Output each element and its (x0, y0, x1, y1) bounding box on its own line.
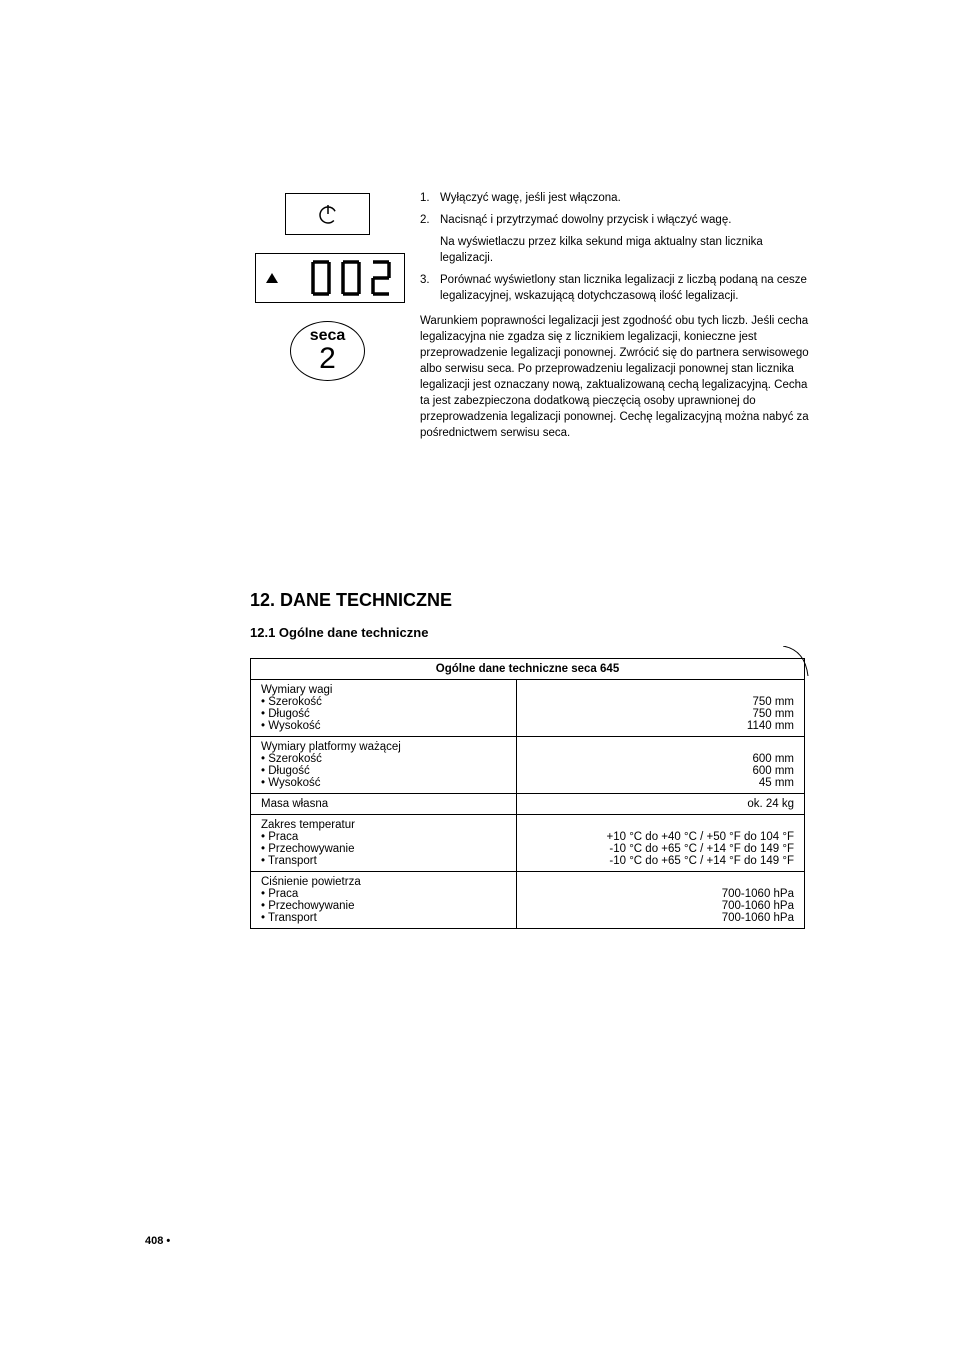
table-cell-value: ok. 24 kg (516, 794, 804, 815)
left-graphics-column: seca 2 (255, 193, 405, 381)
table-header: Ogólne dane techniczne seca 645 (251, 659, 805, 680)
step-3-num: 3. (420, 272, 440, 304)
subsection-heading: 12.1 Ogólne dane techniczne (250, 625, 428, 640)
tech-data-table: Ogólne dane techniczne seca 645 Wymiary … (250, 658, 805, 929)
power-icon (316, 202, 340, 226)
table-cell-label: Ciśnienie powietrza • Praca • Przechowyw… (251, 872, 517, 929)
page-footer: 408 • (145, 1235, 170, 1247)
seca-number-text: 2 (319, 344, 336, 374)
step-3-text: Porównać wyświetlony stan licznika legal… (440, 272, 810, 304)
table-cell-label: Zakres temperatur • Praca • Przechowywan… (251, 815, 517, 872)
table-row: Ciśnienie powietrza • Praca • Przechowyw… (251, 872, 805, 929)
step-2-sub: Na wyświetlaczu przez kilka sekund miga … (440, 234, 810, 266)
step-3: 3. Porównać wyświetlony stan licznika le… (420, 272, 810, 304)
step-2-text: Nacisnąć i przytrzymać dowolny przycisk … (440, 212, 810, 228)
table-cell-value: +10 °C do +40 °C / +50 °F do 104 °F -10 … (516, 815, 804, 872)
table-cell-label: Masa własna (251, 794, 517, 815)
lcd-digits (309, 258, 394, 298)
step-2-num: 2. (420, 212, 440, 228)
step-1-text: Wyłączyć wagę, jeśli jest włączona. (440, 190, 810, 206)
step-2: 2. Nacisnąć i przytrzymać dowolny przyci… (420, 212, 810, 228)
table-corner-curve (783, 646, 813, 676)
section-heading: 12. DANE TECHNICZNE (250, 590, 452, 611)
table-cell-value: 600 mm 600 mm 45 mm (516, 737, 804, 794)
paragraph-text: Warunkiem poprawności legalizacji jest z… (420, 313, 810, 442)
power-button-box (285, 193, 370, 235)
table-row: Wymiary wagi • Szerokość • Długość • Wys… (251, 680, 805, 737)
table-body: Wymiary wagi • Szerokość • Długość • Wys… (251, 680, 805, 929)
step-list: 1. Wyłączyć wagę, jeśli jest włączona. 2… (420, 190, 810, 228)
table-cell-value: 750 mm 750 mm 1140 mm (516, 680, 804, 737)
table-row: Masa własnaok. 24 kg (251, 794, 805, 815)
step-1: 1. Wyłączyć wagę, jeśli jest włączona. (420, 190, 810, 206)
triangle-icon (266, 273, 278, 283)
lcd-display-box (255, 253, 405, 303)
table-cell-label: Wymiary wagi • Szerokość • Długość • Wys… (251, 680, 517, 737)
step-list-cont: 3. Porównać wyświetlony stan licznika le… (420, 272, 810, 304)
table-cell-value: 700-1060 hPa 700-1060 hPa 700-1060 hPa (516, 872, 804, 929)
table-header-row: Ogólne dane techniczne seca 645 (251, 659, 805, 680)
step-1-num: 1. (420, 190, 440, 206)
table-cell-label: Wymiary platformy ważącej • Szerokość • … (251, 737, 517, 794)
instructions-text: 1. Wyłączyć wagę, jeśli jest włączona. 2… (420, 190, 810, 441)
tech-data-table-container: Ogólne dane techniczne seca 645 Wymiary … (250, 658, 805, 929)
seca-seal: seca 2 (290, 321, 365, 381)
table-row: Zakres temperatur • Praca • Przechowywan… (251, 815, 805, 872)
table-row: Wymiary platformy ważącej • Szerokość • … (251, 737, 805, 794)
